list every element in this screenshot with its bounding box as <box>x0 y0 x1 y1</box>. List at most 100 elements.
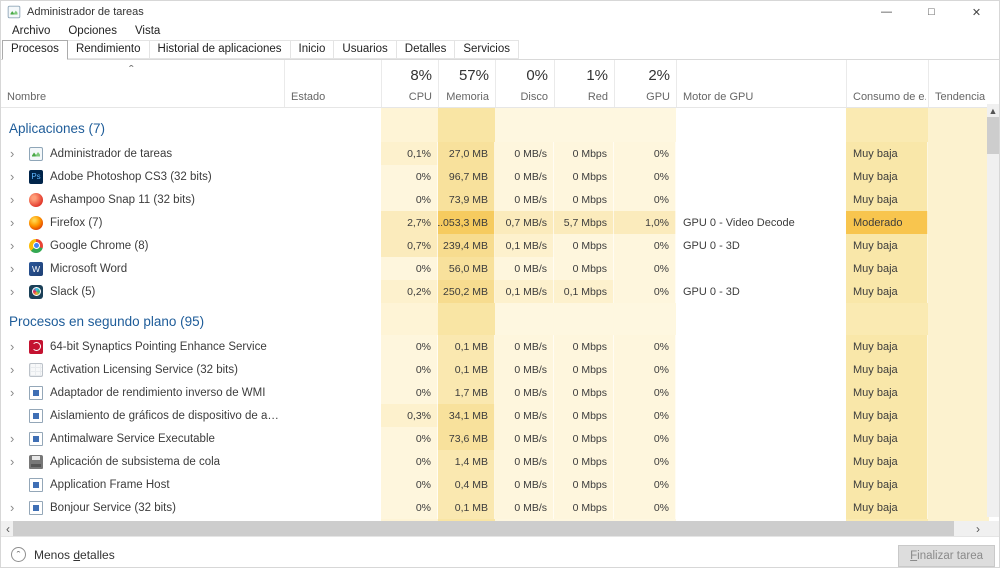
vertical-scrollbar[interactable]: ▲ <box>987 104 999 517</box>
status-cell <box>284 335 381 358</box>
tab-detalles[interactable]: Detalles <box>395 40 456 59</box>
process-row[interactable]: › Adaptador de rendimiento inverso de WMI… <box>1 381 989 404</box>
minimize-icon: — <box>881 6 892 18</box>
chevron-up-circle-icon: ˆ <box>11 547 26 562</box>
column-usage-percent: 2% <box>648 67 670 84</box>
expand-arrow-icon[interactable]: › <box>10 215 15 230</box>
gpu-engine-cell <box>676 427 846 450</box>
horizontal-scrollbar[interactable]: ‹ › <box>1 521 999 536</box>
expand-arrow-icon[interactable]: › <box>10 261 15 276</box>
menu-archivo[interactable]: Archivo <box>12 25 51 37</box>
vertical-scrollbar-thumb[interactable] <box>987 117 999 154</box>
menu-opciones[interactable]: Opciones <box>68 25 117 37</box>
expand-arrow-icon[interactable]: › <box>10 339 15 354</box>
tab-rendimiento[interactable]: Rendimiento <box>66 40 150 59</box>
process-row[interactable]: › Activation Licensing Service (32 bits) 0… <box>1 358 989 381</box>
cpu-cell: 0,1% <box>381 142 438 165</box>
minimize-button[interactable]: — <box>864 1 909 23</box>
cpu-cell: 0% <box>381 496 438 519</box>
gpu-engine-cell <box>676 473 846 496</box>
column-header-disco[interactable]: 0% Disco <box>495 60 554 107</box>
expand-arrow-icon[interactable]: › <box>10 146 15 161</box>
disk-cell: 0 MB/s <box>495 404 554 427</box>
process-row[interactable]: › Bonjour Service (32 bits) 0% 0,1 MB 0 MB/s… <box>1 496 989 519</box>
horizontal-scrollbar-thumb[interactable] <box>13 521 954 536</box>
column-header-status[interactable]: Estado <box>284 60 381 107</box>
energy-cell: Muy baja <box>846 335 928 358</box>
expand-arrow-icon[interactable]: › <box>10 362 15 377</box>
task-manager-icon <box>29 146 43 161</box>
cpu-cell: 0% <box>381 358 438 381</box>
column-header-memoria[interactable]: 57% Memoria <box>438 60 495 107</box>
expand-arrow-icon[interactable]: › <box>10 431 15 446</box>
scroll-up-icon[interactable]: ▲ <box>988 105 998 116</box>
status-cell <box>284 280 381 303</box>
process-row[interactable]: › Ashampoo Snap 11 (32 bits) 0% 73,9 MB 0 MB… <box>1 188 989 211</box>
process-row[interactable]: › Google Chrome (8) 0,7% 239,4 MB 0,1 MB/s 0 … <box>1 234 989 257</box>
end-task-button[interactable]: Finalizar tarea <box>898 545 995 567</box>
column-header-cpu[interactable]: 8% CPU <box>381 60 438 107</box>
tab-servicios[interactable]: Servicios <box>454 40 519 59</box>
column-header-label: Motor de GPU <box>683 91 754 103</box>
gpu-engine-cell <box>676 142 846 165</box>
title-bar[interactable]: Administrador de tareas — □ ✕ <box>1 1 999 23</box>
process-row[interactable]: › Firefox (7) 2,7% 1.053,3 MB 0,7 MB/s 5,7 Mb… <box>1 211 989 234</box>
energy-cell: Muy baja <box>846 450 928 473</box>
expand-arrow-icon[interactable]: › <box>10 169 15 184</box>
expand-arrow-icon[interactable]: › <box>10 454 15 469</box>
tab-usuarios[interactable]: Usuarios <box>333 40 397 59</box>
menu-vista[interactable]: Vista <box>134 25 161 37</box>
trend-cell <box>928 165 989 188</box>
column-header-label: Nombre <box>7 91 47 103</box>
scroll-right-icon[interactable]: › <box>976 521 980 536</box>
process-row[interactable]: › 64-bit Synaptics Pointing Enhance Servi… <box>1 335 989 358</box>
trend-cell <box>928 335 989 358</box>
tab-historial-de-aplicaciones[interactable]: Historial de aplicaciones <box>148 40 291 59</box>
process-name-cell: ›Application Frame Host <box>1 473 284 496</box>
process-row[interactable]: ›Adobe Photoshop CS3 (32 bits)0%96,7 MB0… <box>1 165 989 188</box>
gpu-engine-cell <box>676 335 846 358</box>
memory-cell: 250,2 MB <box>438 280 495 303</box>
process-row[interactable]: › Aplicación de subsistema de cola 0% 1,4 M… <box>1 450 989 473</box>
tab-procesos[interactable]: Procesos <box>2 40 68 60</box>
disk-cell: 0 MB/s <box>495 335 554 358</box>
column-header-trend[interactable]: Tendencia de ... <box>928 60 989 107</box>
close-button[interactable]: ✕ <box>954 1 999 23</box>
scroll-left-icon[interactable]: ‹ <box>6 521 10 536</box>
process-name-cell: › Bonjour Service (32 bits) <box>1 496 284 519</box>
process-name-cell: › Microsoft Word <box>1 257 284 280</box>
gpu-cell: 0% <box>614 188 676 211</box>
column-header-red[interactable]: 1% Red <box>554 60 614 107</box>
process-row[interactable]: › Slack (5) 0,2% 250,2 MB 0,1 MB/s 0,1 Mbps 0%… <box>1 280 989 303</box>
gpu-cell: 0% <box>614 335 676 358</box>
less-details-toggle[interactable]: ˆ Menos detalles <box>11 547 115 562</box>
tab-inicio[interactable]: Inicio <box>289 40 335 59</box>
network-cell: 0 Mbps <box>554 473 614 496</box>
cpu-cell: 0% <box>381 427 438 450</box>
column-header-label: Memoria <box>446 91 489 103</box>
maximize-button[interactable]: □ <box>909 1 954 23</box>
expand-arrow-icon[interactable]: › <box>10 238 15 253</box>
column-header-name[interactable]: Nombre ˆ <box>1 60 284 107</box>
process-row[interactable]: ›Aislamiento de gráficos de dispositivo … <box>1 404 989 427</box>
status-cell <box>284 381 381 404</box>
expand-arrow-icon[interactable]: › <box>10 385 15 400</box>
process-name-cell: › Google Chrome (8) <box>1 234 284 257</box>
process-row[interactable]: › Antimalware Service Executable 0% 73,6 MB… <box>1 427 989 450</box>
cpu-cell: 0% <box>381 335 438 358</box>
column-header-gpu[interactable]: 2% GPU <box>614 60 676 107</box>
cpu-cell: 0% <box>381 381 438 404</box>
process-row[interactable]: › Administrador de tareas 0,1% 27,0 MB 0 MB/… <box>1 142 989 165</box>
expand-arrow-icon[interactable]: › <box>10 284 15 299</box>
column-header-energy[interactable]: Consumo de e... <box>846 60 928 107</box>
column-header-gpu-engine[interactable]: Motor de GPU <box>676 60 846 107</box>
network-cell: 0 Mbps <box>554 257 614 280</box>
expand-arrow-icon[interactable]: › <box>10 500 15 515</box>
gpu-cell: 0% <box>614 381 676 404</box>
process-name: Administrador de tareas <box>50 147 173 160</box>
expand-arrow-icon[interactable]: › <box>10 192 15 207</box>
cpu-cell: 0% <box>381 473 438 496</box>
gpu-engine-cell: GPU 0 - 3D <box>683 285 740 298</box>
